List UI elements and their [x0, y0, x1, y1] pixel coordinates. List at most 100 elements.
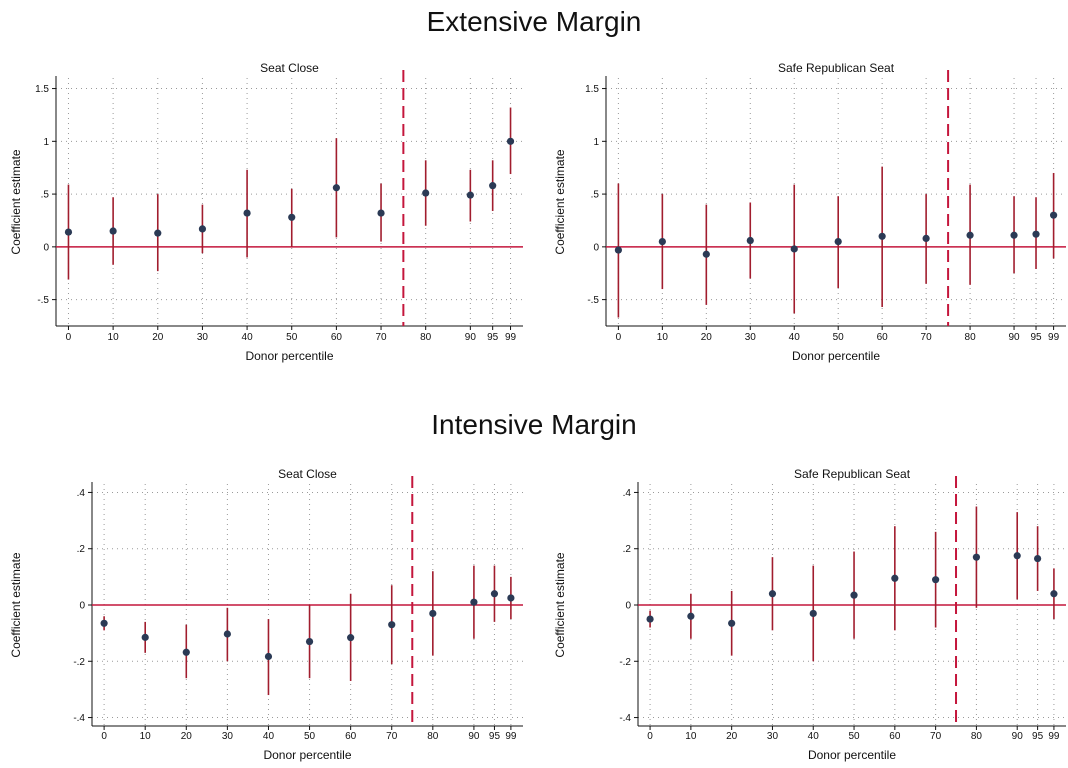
x-tick-label: 0 [101, 731, 107, 742]
estimate-point [198, 225, 207, 233]
y-axis-label: Coefficient estimate [553, 149, 567, 254]
x-tick-label: 40 [263, 731, 275, 742]
estimate-point [658, 237, 666, 246]
x-tick-label: 99 [505, 731, 517, 742]
estimate-point [100, 619, 108, 627]
y-tick-label: 1.5 [585, 84, 599, 95]
estimate-point [614, 246, 622, 254]
x-tick-label: 90 [465, 332, 477, 343]
estimate-point [243, 209, 251, 217]
x-tick-label: 40 [242, 332, 254, 343]
y-tick-label: .2 [623, 544, 632, 555]
estimate-point [850, 591, 858, 599]
x-tick-label: 0 [66, 332, 72, 343]
estimate-point [790, 245, 798, 253]
estimate-point [932, 576, 940, 584]
estimate-point [646, 615, 654, 623]
y-tick-label: -.5 [37, 295, 49, 306]
x-tick-label: 40 [789, 332, 801, 343]
estimate-point [1013, 552, 1021, 560]
estimate-point [347, 634, 355, 642]
estimate-point [1032, 230, 1040, 238]
x-tick-label: 60 [331, 332, 343, 343]
y-tick-label: 1.5 [35, 84, 49, 95]
y-tick-label: 0 [79, 601, 85, 612]
x-axis-label: Donor percentile [792, 349, 880, 363]
y-tick-label: -.4 [619, 713, 631, 724]
x-axis-label: Donor percentile [263, 748, 351, 762]
estimate-point [809, 609, 817, 618]
x-tick-label: 90 [1008, 332, 1020, 343]
x-tick-label: 95 [1032, 731, 1044, 742]
x-tick-label: 95 [489, 731, 501, 742]
y-axis-label: Coefficient estimate [553, 552, 567, 657]
x-tick-label: 90 [1012, 731, 1024, 742]
y-tick-label: 1 [43, 137, 49, 148]
x-tick-label: 20 [181, 731, 193, 742]
y-tick-label: -.5 [587, 295, 599, 306]
x-tick-label: 20 [701, 332, 713, 343]
x-axis-label: Donor percentile [808, 748, 896, 762]
estimate-point [223, 630, 231, 638]
estimate-point [1034, 554, 1042, 563]
estimate-point [746, 236, 754, 245]
x-tick-label: 70 [386, 731, 398, 742]
estimate-point [506, 137, 515, 145]
intensive-seat-close-chart: Seat Close -.4 -.2 0 .2 .4 0 10 20 30 40 50 60 70 80 90… [9, 467, 523, 762]
x-tick-label: 40 [808, 731, 820, 742]
estimate-point [1050, 590, 1058, 598]
extensive-margin-title: Extensive Margin [426, 6, 642, 37]
estimate-point [429, 609, 437, 618]
y-tick-label: .5 [591, 190, 600, 201]
x-tick-label: 50 [833, 332, 845, 343]
estimate-point [972, 553, 981, 561]
estimate-point [687, 612, 695, 620]
x-tick-label: 60 [889, 731, 901, 742]
x-tick-label: 50 [286, 332, 298, 343]
estimate-point [388, 621, 396, 629]
chart-title: Safe Republican Seat [778, 61, 895, 75]
x-tick-label: 95 [1030, 332, 1042, 343]
y-tick-label: 0 [43, 242, 49, 253]
estimate-point [64, 228, 73, 236]
x-tick-label: 10 [140, 731, 152, 742]
y-tick-label: -.2 [619, 657, 631, 668]
x-tick-label: 60 [877, 332, 889, 343]
intensive-margin-title: Intensive Margin [431, 409, 637, 440]
x-axis-label: Donor percentile [245, 349, 333, 363]
estimate-point [490, 590, 499, 598]
estimate-point [305, 637, 314, 646]
chart-title: Safe Republican Seat [794, 467, 911, 481]
estimate-point [768, 590, 777, 598]
x-tick-label: 30 [745, 332, 757, 343]
x-tick-label: 70 [375, 332, 387, 343]
x-tick-label: 70 [921, 332, 933, 343]
chart-title: Seat Close [260, 61, 319, 75]
x-tick-label: 80 [971, 731, 983, 742]
estimate-point [422, 189, 430, 197]
estimate-point [891, 574, 899, 582]
y-tick-label: .4 [77, 488, 86, 499]
x-tick-label: 30 [767, 731, 779, 742]
estimate-point [966, 231, 974, 239]
x-tick-label: 10 [108, 332, 120, 343]
y-tick-label: .5 [41, 190, 50, 201]
y-tick-label: 1 [593, 137, 599, 148]
x-tick-label: 20 [726, 731, 738, 742]
estimate-point [922, 234, 930, 243]
x-tick-label: 30 [197, 332, 209, 343]
y-tick-label: -.4 [73, 713, 85, 724]
y-axis-label: Coefficient estimate [9, 149, 23, 254]
estimate-point [507, 594, 515, 602]
y-tick-label: -.2 [73, 657, 85, 668]
estimate-point [377, 209, 385, 217]
estimate-point [728, 619, 736, 627]
estimate-point [470, 598, 478, 606]
x-tick-label: 80 [427, 731, 439, 742]
estimate-point [1050, 211, 1058, 219]
estimate-point [1010, 231, 1018, 239]
estimate-point [332, 184, 340, 192]
estimate-point [182, 648, 190, 656]
x-tick-label: 60 [345, 731, 357, 742]
x-tick-label: 90 [468, 731, 480, 742]
